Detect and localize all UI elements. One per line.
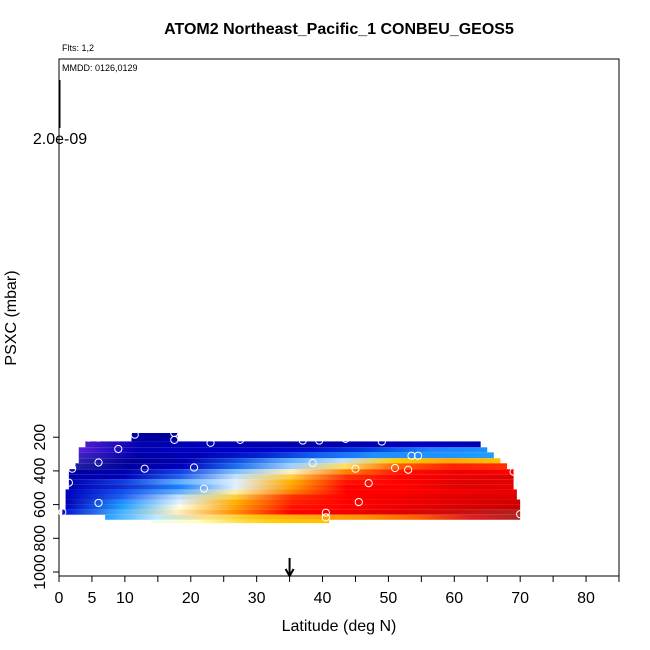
x-tick-label: 70: [511, 590, 529, 607]
data-point: [84, 433, 93, 442]
data-point: [94, 433, 103, 442]
data-point: [114, 444, 123, 454]
x-tick-label: 40: [314, 590, 332, 607]
y-tick-label: 1000: [32, 554, 49, 590]
chart-title: ATOM2 Northeast_Pacific_1 CONBEU_GEOS5: [164, 21, 514, 38]
heatmap-layer: [68, 479, 514, 485]
x-tick-label: 5: [87, 590, 96, 607]
data-point: [413, 451, 423, 460]
data-point: [377, 437, 386, 446]
heatmap-layer: [75, 463, 508, 470]
data-point: [308, 458, 317, 468]
x-tick-label: 50: [380, 590, 398, 607]
heatmap-layer: [78, 458, 501, 464]
x-tick-label: 10: [116, 590, 134, 607]
heatmap-layer: [68, 474, 514, 480]
x-tick-label: 60: [445, 590, 463, 607]
heatmap-layer: [65, 489, 517, 495]
x-axis: 0 5 10 20 30 40 50 60 70 80: [55, 576, 620, 607]
x-tick-label: 20: [182, 590, 200, 607]
dates-label: MMDD: 0126,0129: [62, 63, 138, 73]
data-point: [189, 463, 199, 472]
data-point: [64, 478, 73, 487]
heatmap-layer: [78, 447, 488, 453]
data-point: [236, 435, 245, 444]
data-point: [321, 513, 330, 522]
x-tick-label: 0: [55, 590, 64, 607]
data-point: [404, 465, 413, 474]
x-tick-label: 30: [248, 590, 266, 607]
latitude-arrow: [284, 558, 295, 579]
heatmap-layer: [131, 432, 178, 442]
y-axis-label: PSXC (mbar): [3, 270, 20, 365]
data-point: [364, 479, 373, 488]
y-tick-label: 400: [32, 457, 49, 484]
x-axis-label: Latitude (deg N): [282, 618, 397, 635]
data-point: [58, 508, 67, 517]
data-point: [74, 436, 83, 446]
heatmap-layer: [85, 441, 481, 448]
plot-frame: [58, 58, 620, 577]
flights-label: Flts: 1,2: [62, 43, 94, 53]
data-point: [94, 458, 103, 467]
data-point: [407, 451, 416, 460]
data-point: [321, 508, 330, 517]
data-point: [341, 434, 350, 443]
x-tick-label: 80: [577, 590, 595, 607]
data-point: [68, 464, 77, 473]
heatmap-layers: [62, 432, 521, 524]
observation-points: [58, 428, 525, 522]
heatmap-layer: [68, 469, 514, 475]
data-point: [130, 430, 139, 439]
data-point: [170, 435, 179, 444]
heatmap-layer: [62, 509, 521, 515]
y-tick-label: 800: [32, 525, 49, 552]
heatmap-layer: [78, 452, 494, 459]
arrow-head: [284, 568, 295, 579]
data-point: [298, 436, 307, 445]
y-tick-label: 600: [32, 491, 49, 518]
y-axis: 200 400 600 800 1000: [32, 424, 59, 590]
data-point: [315, 436, 324, 445]
data-point: [354, 497, 363, 507]
data-point: [140, 464, 149, 473]
data-point: [390, 463, 400, 473]
data-point: [206, 438, 215, 447]
heatmap-layer: [105, 514, 521, 520]
heatmap-layer: [68, 484, 514, 490]
heatmap-layer: [65, 504, 521, 510]
heatmap-layer: [65, 494, 517, 500]
data-point: [516, 510, 525, 519]
data-point: [509, 467, 518, 476]
heatmap-layer: [151, 519, 330, 524]
heatmap-layer: [65, 499, 521, 505]
data-point: [199, 484, 209, 493]
data-point: [351, 464, 360, 473]
data-point: [476, 432, 485, 441]
data-point: [94, 498, 103, 508]
colorbar-label: 2.0e-09: [33, 131, 87, 148]
y-tick-label: 200: [32, 424, 49, 451]
